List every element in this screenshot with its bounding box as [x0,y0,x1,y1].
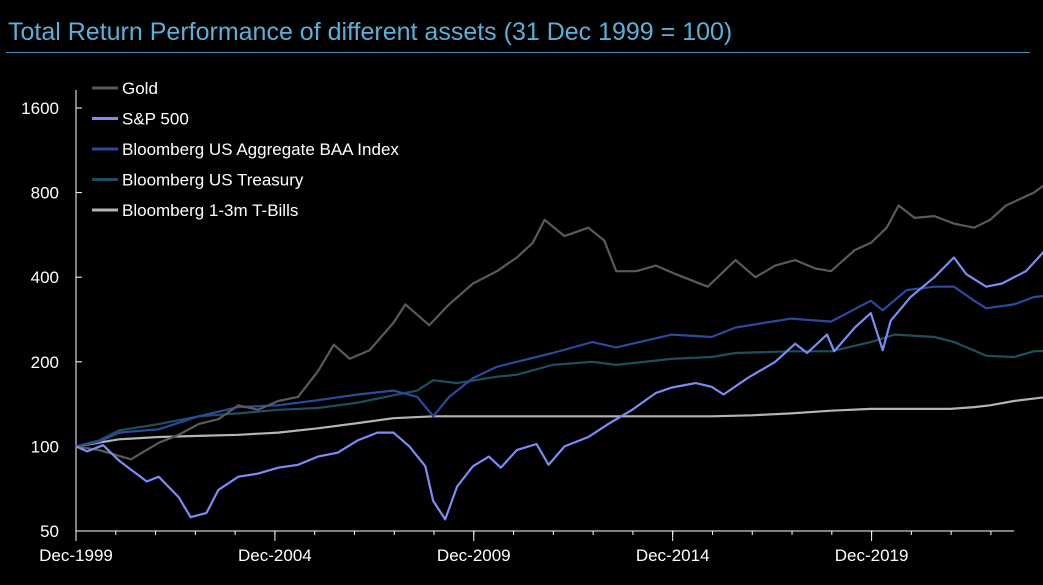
legend: Gold S&P 500 Bloomberg US Aggregate BAA In… [92,79,399,220]
x-tick-label: Dec-1999 [39,546,113,565]
y-axis: 50 100 200 400 800 1600 [21,90,82,541]
y-tick-label: 100 [31,437,59,456]
y-tick-label: 800 [31,184,59,203]
y-tick-label: 50 [40,522,59,541]
x-tick-label: Dec-2009 [437,546,511,565]
legend-label: S&P 500 [122,110,189,129]
title-divider [6,52,1030,53]
x-tick-label: Dec-2019 [835,546,909,565]
legend-label: Bloomberg US Aggregate BAA Index [122,140,399,159]
legend-label: Bloomberg 1-3m T-Bills [122,201,298,220]
y-tick-label: 200 [31,353,59,372]
x-tick-label: Dec-2004 [238,546,312,565]
legend-label: Bloomberg US Treasury [122,171,304,190]
legend-label: Gold [122,79,158,98]
y-tick-label: 1600 [21,99,59,118]
y-tick-label: 400 [31,268,59,287]
x-tick-label: Dec-2014 [636,546,710,565]
series-line-bloomberg-us-treasury [75,333,1043,448]
series-layer [75,184,1043,521]
series-line-s-p-500 [75,250,1043,521]
x-axis: Dec-1999 Dec-2004 Dec-2009 Dec-2014 Dec-2019 [39,530,1014,565]
series-line-bloomberg-1-3m-t-bills [75,396,1043,448]
series-line-gold [75,184,1043,461]
chart-title: Total Return Performance of different as… [8,18,733,46]
